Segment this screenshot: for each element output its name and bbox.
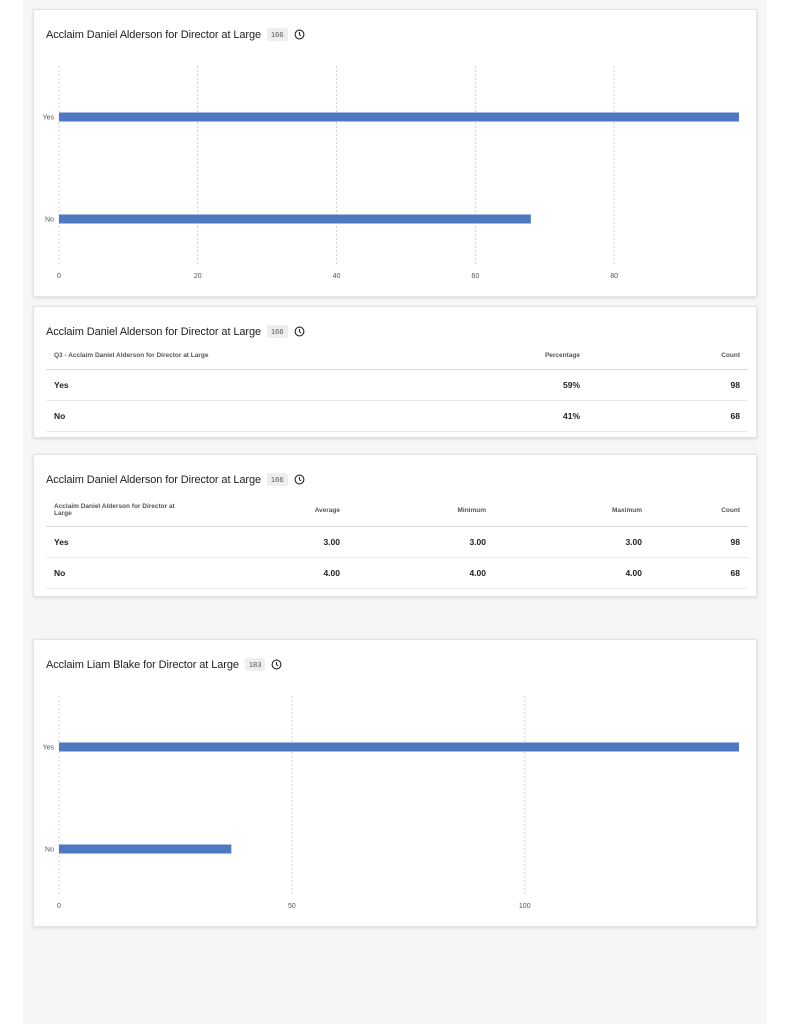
table-header-row: Q3 - Acclaim Daniel Alderson for Directo… — [46, 341, 748, 370]
table-cell: 41% — [422, 400, 588, 432]
info-icon[interactable] — [294, 326, 305, 337]
table-cell: No — [46, 557, 202, 589]
column-header: Acclaim Daniel Alderson for Director at … — [46, 494, 202, 527]
category-label: No — [45, 847, 54, 854]
card-header: Acclaim Liam Blake for Director at Large… — [46, 658, 282, 671]
bar-yes[interactable] — [59, 112, 739, 122]
table-cell: 4.00 — [348, 557, 494, 589]
table-card-statistics: Acclaim Daniel Alderson for Director at … — [33, 454, 757, 597]
table-card-percentage: Acclaim Daniel Alderson for Director at … — [33, 306, 757, 438]
column-header: Average — [202, 494, 348, 527]
x-tick-label: 60 — [471, 273, 479, 280]
table-row: No 41% 68 — [46, 400, 748, 432]
table-row: No 4.00 4.00 4.00 68 — [46, 557, 748, 589]
card-header: Acclaim Daniel Alderson for Director at … — [46, 28, 305, 41]
statistics-table: Acclaim Daniel Alderson for Director at … — [46, 494, 748, 589]
column-header: Count — [588, 341, 748, 370]
chart-card-daniel-alderson: Acclaim Daniel Alderson for Director at … — [33, 9, 757, 297]
x-tick-label: 40 — [333, 273, 341, 280]
column-header: Percentage — [422, 341, 588, 370]
table-cell: 68 — [588, 400, 748, 432]
table-cell: 59% — [422, 369, 588, 401]
card-title: Acclaim Daniel Alderson for Director at … — [46, 28, 261, 41]
card-header: Acclaim Daniel Alderson for Director at … — [46, 325, 305, 338]
x-tick-label: 100 — [519, 903, 531, 910]
column-header: Count — [650, 494, 748, 527]
table-row: Yes 59% 98 — [46, 369, 748, 401]
bar-yes[interactable] — [59, 742, 739, 752]
bar-no[interactable] — [59, 844, 232, 854]
column-header: Minimum — [348, 494, 494, 527]
x-tick-label: 50 — [288, 903, 296, 910]
card-title: Acclaim Daniel Alderson for Director at … — [46, 325, 261, 338]
report-page: Acclaim Daniel Alderson for Director at … — [23, 0, 767, 1024]
card-header: Acclaim Daniel Alderson for Director at … — [46, 473, 305, 486]
percentage-table: Q3 - Acclaim Daniel Alderson for Directo… — [46, 341, 748, 432]
bar-chart: 0 20 40 60 80 Yes No — [43, 66, 739, 280]
table-cell: 68 — [650, 557, 748, 589]
table-cell: 98 — [650, 526, 748, 558]
column-header: Q3 - Acclaim Daniel Alderson for Directo… — [46, 341, 422, 370]
info-icon[interactable] — [271, 659, 282, 670]
table-cell: 3.00 — [202, 526, 348, 558]
table-cell: 3.00 — [348, 526, 494, 558]
table-cell: 4.00 — [494, 557, 650, 589]
card-title: Acclaim Daniel Alderson for Director at … — [46, 473, 261, 486]
chart-card-liam-blake: Acclaim Liam Blake for Director at Large… — [33, 639, 757, 927]
table-cell: Yes — [46, 369, 422, 401]
response-count-badge: 166 — [267, 473, 288, 486]
table-header-row: Acclaim Daniel Alderson for Director at … — [46, 494, 748, 527]
x-tick-label: 0 — [57, 273, 61, 280]
table-row: Yes 3.00 3.00 3.00 98 — [46, 526, 748, 558]
bar-no[interactable] — [59, 214, 531, 224]
table-cell: No — [46, 400, 422, 432]
response-count-badge: 166 — [267, 325, 288, 338]
category-label: Yes — [43, 745, 55, 752]
table-cell: 4.00 — [202, 557, 348, 589]
x-tick-label: 20 — [194, 273, 202, 280]
info-icon[interactable] — [294, 474, 305, 485]
category-label: No — [45, 217, 54, 224]
response-count-badge: 166 — [267, 28, 288, 41]
info-icon[interactable] — [294, 29, 305, 40]
table-cell: 3.00 — [494, 526, 650, 558]
bar-chart: 0 50 100 Yes No — [43, 696, 739, 910]
x-tick-label: 0 — [57, 903, 61, 910]
category-label: Yes — [43, 115, 55, 122]
table-cell: Yes — [46, 526, 202, 558]
card-title: Acclaim Liam Blake for Director at Large — [46, 658, 239, 671]
x-tick-label: 80 — [610, 273, 618, 280]
column-header: Maximum — [494, 494, 650, 527]
table-cell: 98 — [588, 369, 748, 401]
response-count-badge: 183 — [244, 658, 266, 671]
